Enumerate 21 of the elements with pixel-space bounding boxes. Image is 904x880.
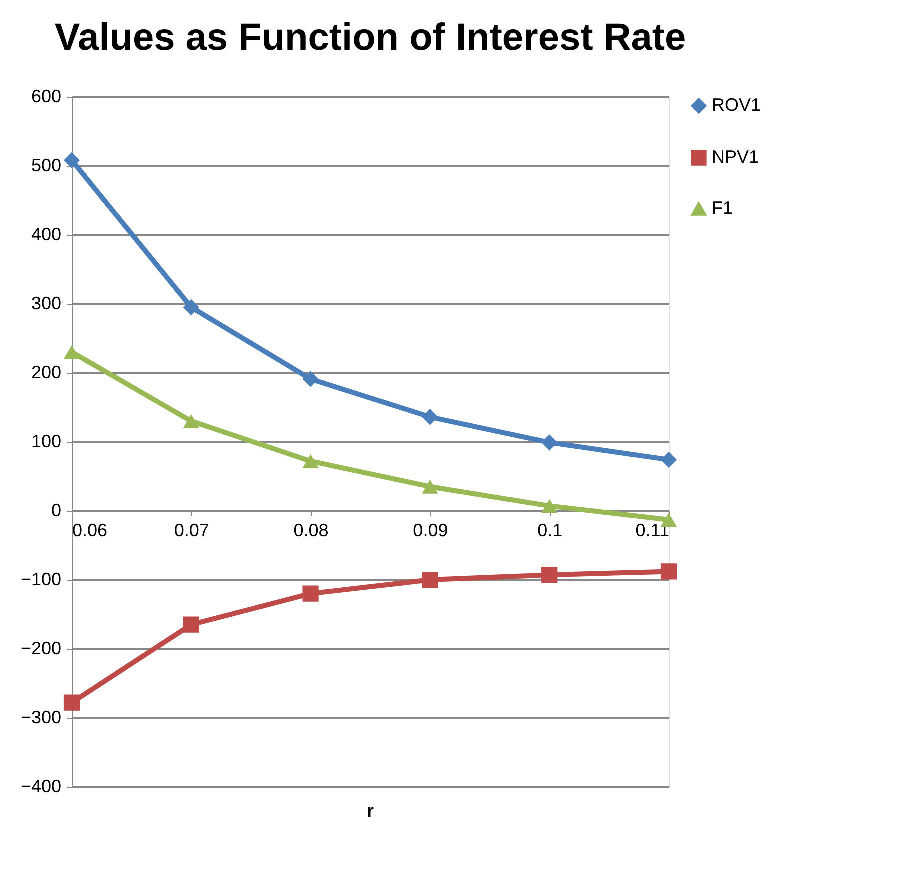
x-tick-label: 0.08: [294, 520, 329, 540]
y-tick-label: −400: [20, 776, 62, 796]
y-tick-label: −200: [20, 638, 62, 658]
x-tick-label: 0.09: [413, 520, 448, 540]
y-tick-label: 100: [31, 432, 62, 452]
y-tick-label: 300: [31, 294, 62, 314]
x-tick-label: 0.06: [72, 520, 108, 540]
chart-title: Values as Function of Interest Rate: [54, 17, 686, 59]
y-tick-label: −300: [20, 708, 62, 728]
y-tick-label: 400: [31, 224, 62, 244]
x-tick-label: 0.1: [538, 520, 563, 540]
legend-label: F1: [712, 198, 734, 218]
legend-label: ROV1: [712, 95, 762, 115]
y-tick-label: 200: [31, 362, 62, 382]
y-tick-label: 600: [31, 86, 62, 106]
y-tick-label: 0: [51, 500, 62, 520]
x-tick-label: 0.07: [174, 520, 210, 540]
legend-label: NPV1: [712, 147, 760, 167]
y-tick-label: 500: [31, 156, 62, 176]
x-axis-title: r: [366, 801, 374, 821]
y-tick-label: −100: [20, 570, 62, 590]
